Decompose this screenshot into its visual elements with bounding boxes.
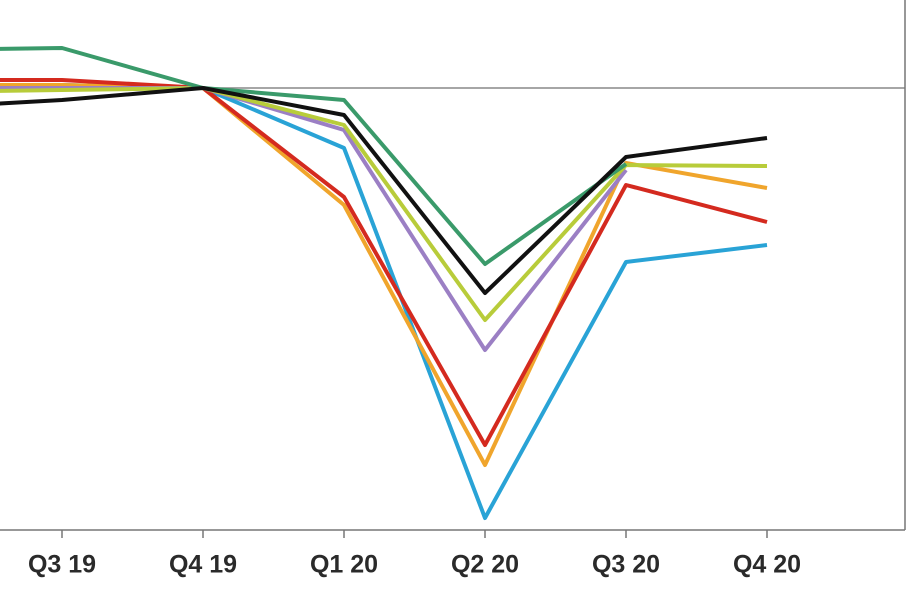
series-line (0, 86, 628, 352)
x-tick-label: Q3 20 (592, 551, 660, 579)
series-line (0, 78, 768, 447)
series-line (0, 46, 628, 266)
plot-area (0, 46, 905, 520)
series-line (0, 86, 768, 322)
series-line (0, 83, 768, 467)
x-tick-label: Q1 20 (310, 551, 378, 579)
x-tick-label: Q3 19 (28, 551, 96, 579)
x-tick-label: Q4 20 (733, 551, 801, 579)
series-line (0, 83, 768, 520)
series-line (0, 86, 768, 295)
x-tick-label: Q4 19 (169, 551, 237, 579)
x-tick-label: Q2 20 (451, 551, 519, 579)
